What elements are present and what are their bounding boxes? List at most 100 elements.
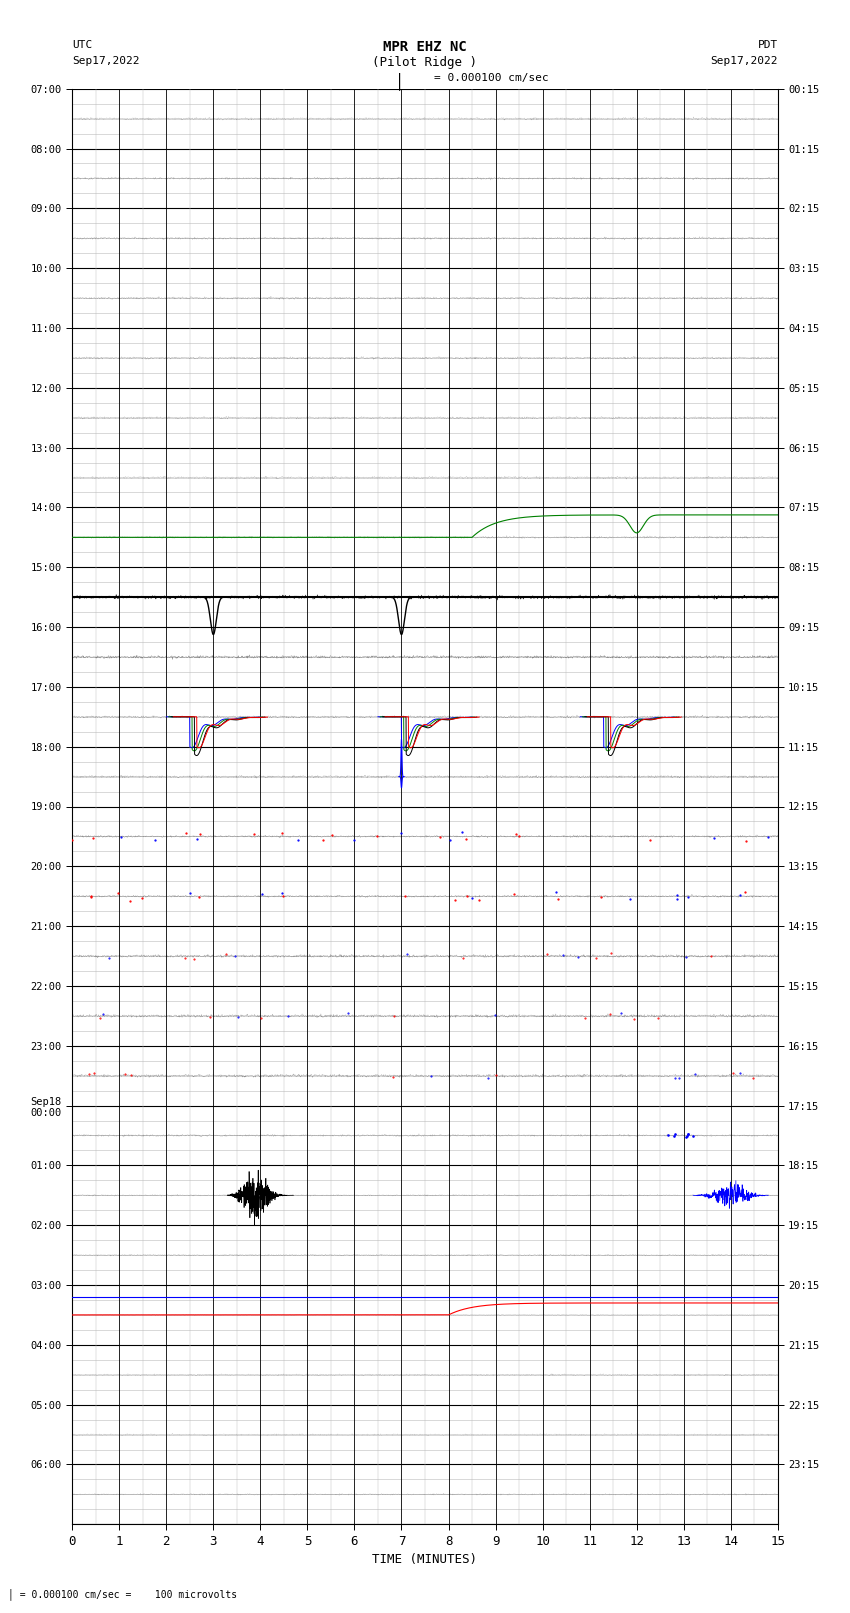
Point: [669, 1065, 683, 1090]
Point: [679, 945, 693, 971]
Point: [465, 886, 479, 911]
Point: [118, 1061, 132, 1087]
Point: [83, 882, 97, 908]
Point: [688, 1061, 702, 1087]
Point: [455, 819, 468, 845]
Point: [668, 1121, 682, 1147]
Point: [643, 827, 656, 853]
Point: [489, 1002, 502, 1027]
Point: [707, 826, 721, 852]
Point: [679, 1124, 693, 1150]
Point: [603, 1000, 616, 1026]
Point: [739, 827, 752, 853]
Point: [203, 1003, 217, 1029]
Point: [556, 942, 570, 968]
Point: [82, 1061, 96, 1087]
Point: [434, 824, 447, 850]
Point: [65, 827, 79, 853]
Point: [448, 887, 462, 913]
Point: [687, 1123, 700, 1148]
Point: [178, 945, 192, 971]
Point: [761, 824, 774, 850]
Point: [682, 1121, 695, 1147]
Point: [124, 1063, 138, 1089]
Point: [325, 823, 338, 848]
Point: [456, 945, 470, 971]
Point: [666, 1123, 680, 1148]
Point: [670, 886, 683, 911]
Text: Sep17,2022: Sep17,2022: [711, 56, 778, 66]
Point: [84, 884, 98, 910]
Point: [110, 881, 124, 907]
Point: [96, 1002, 110, 1027]
Text: PDT: PDT: [757, 40, 778, 50]
Point: [578, 1005, 592, 1031]
Point: [705, 944, 718, 969]
Point: [509, 821, 523, 847]
Point: [192, 884, 206, 910]
Point: [394, 821, 408, 847]
Point: [513, 823, 526, 848]
Point: [670, 882, 683, 908]
Point: [255, 881, 269, 907]
Point: [114, 824, 128, 850]
Point: [424, 1063, 438, 1089]
Point: [230, 1005, 244, 1031]
Point: [123, 887, 137, 913]
Point: [589, 945, 603, 971]
Point: [734, 1060, 747, 1086]
Point: [738, 879, 751, 905]
Point: [507, 881, 521, 907]
Point: [275, 819, 289, 845]
Text: = 0.000100 cm/sec: = 0.000100 cm/sec: [434, 73, 548, 82]
Text: Sep17,2022: Sep17,2022: [72, 56, 139, 66]
Point: [183, 879, 196, 905]
Point: [148, 827, 162, 853]
X-axis label: TIME (MINUTES): TIME (MINUTES): [372, 1553, 478, 1566]
Point: [623, 887, 637, 913]
Point: [178, 819, 192, 845]
Point: [400, 942, 414, 968]
Point: [549, 879, 563, 905]
Point: [552, 886, 565, 911]
Point: [459, 826, 473, 852]
Point: [651, 1005, 665, 1031]
Point: [347, 827, 360, 853]
Point: [399, 884, 412, 910]
Point: [734, 882, 747, 908]
Point: [571, 944, 585, 969]
Text: │ = 0.000100 cm/sec =    100 microvolts: │ = 0.000100 cm/sec = 100 microvolts: [8, 1589, 238, 1600]
Point: [102, 945, 116, 971]
Text: (Pilot Ridge ): (Pilot Ridge ): [372, 56, 478, 69]
Point: [490, 1063, 503, 1089]
Point: [370, 824, 383, 850]
Point: [386, 1065, 400, 1090]
Text: MPR EHZ NC: MPR EHZ NC: [383, 40, 467, 55]
Point: [276, 884, 290, 910]
Point: [682, 884, 695, 910]
Point: [247, 821, 261, 847]
Point: [661, 1123, 675, 1148]
Point: [292, 827, 305, 853]
Point: [341, 1000, 354, 1026]
Point: [595, 884, 609, 910]
Point: [615, 1000, 628, 1026]
Text: UTC: UTC: [72, 40, 93, 50]
Point: [219, 940, 233, 966]
Point: [93, 1005, 106, 1031]
Point: [541, 942, 554, 968]
Point: [746, 1065, 760, 1090]
Point: [443, 827, 456, 853]
Point: [681, 1121, 694, 1147]
Point: [135, 886, 149, 911]
Point: [672, 1065, 686, 1090]
Point: [316, 827, 330, 853]
Point: [388, 1003, 401, 1029]
Point: [86, 826, 99, 852]
Point: [281, 1003, 295, 1029]
Point: [275, 881, 289, 907]
Point: [481, 1065, 495, 1090]
Point: [87, 1060, 100, 1086]
Point: [472, 887, 485, 913]
Point: [680, 1124, 694, 1150]
